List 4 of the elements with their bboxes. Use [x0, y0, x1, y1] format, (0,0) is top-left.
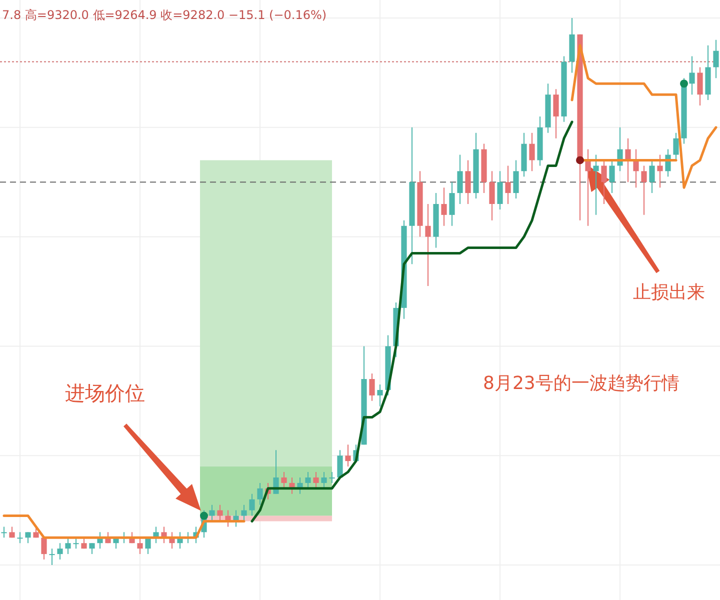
annotation: 进场价位	[65, 381, 145, 405]
annotation: 7.8 高=9320.0 低=9264.9 收=9282.0 −15.1 (−0.16%)	[2, 8, 327, 22]
annotation: 8月23号的一波趋势行情	[483, 373, 680, 394]
annotation: 止损出来	[633, 282, 705, 303]
